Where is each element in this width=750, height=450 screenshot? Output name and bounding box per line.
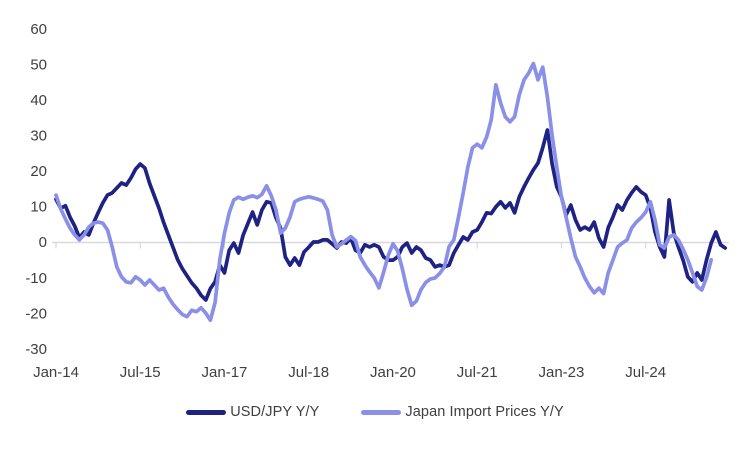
y-axis-label: -20 <box>25 305 47 322</box>
x-axis-label: Jan-23 <box>539 364 585 381</box>
legend-label-import-prices: Japan Import Prices Y/Y <box>405 404 564 420</box>
x-axis-label: Jan-14 <box>33 364 79 381</box>
x-axis-label: Jul-18 <box>288 364 329 381</box>
usdjpy-line-swatch <box>186 409 227 415</box>
usdjpy-series-line <box>54 128 728 302</box>
x-axis-label: Jul-21 <box>457 364 498 381</box>
y-axis-label: 30 <box>30 128 47 145</box>
legend-label-usdjpy: USD/JPY Y/Y <box>230 404 320 420</box>
y-axis-label: -30 <box>25 341 47 358</box>
y-axis-label: 50 <box>30 56 47 73</box>
import-prices-series-line <box>54 61 714 323</box>
y-axis-label: 40 <box>30 92 47 109</box>
y-axis-label: 0 <box>39 234 47 251</box>
x-axis-label: Jul-15 <box>120 364 161 381</box>
x-axis-label: Jan-17 <box>202 364 248 381</box>
y-axis-label: -10 <box>25 270 47 287</box>
legend-item-usdjpy: USD/JPY Y/Y <box>186 404 319 420</box>
legend-item-import-prices: Japan Import Prices Y/Y <box>361 404 564 420</box>
y-axis-label: 10 <box>30 199 47 216</box>
y-axis-label: 60 <box>30 21 47 38</box>
chart-legend: USD/JPY Y/Y Japan Import Prices Y/Y <box>0 404 750 420</box>
import-prices-line-swatch <box>361 409 402 415</box>
x-axis-label: Jan-20 <box>370 364 416 381</box>
y-axis-label: 20 <box>30 163 47 180</box>
x-axis-label: Jul-24 <box>625 364 666 381</box>
